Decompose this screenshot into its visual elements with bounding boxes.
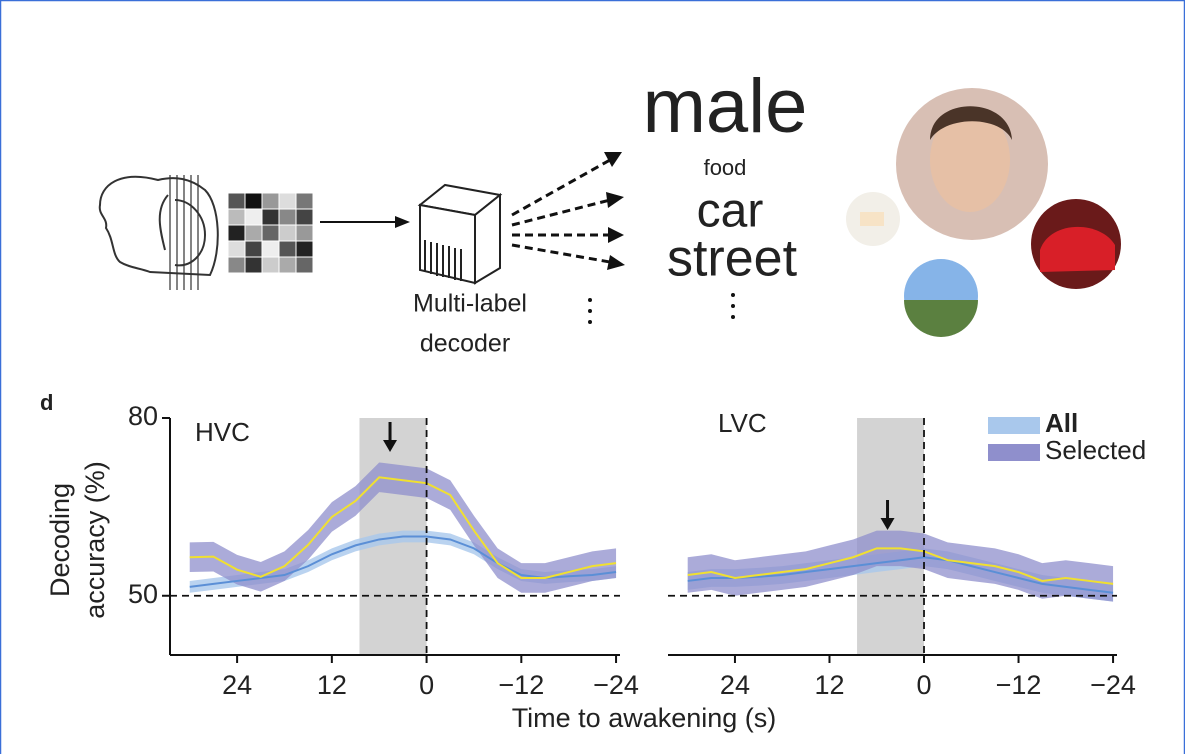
voxel-pattern bbox=[227, 192, 314, 274]
voxel bbox=[227, 224, 246, 242]
ellipsis bbox=[588, 293, 735, 324]
voxel bbox=[261, 256, 280, 274]
panel-label: d bbox=[40, 390, 53, 415]
voxel bbox=[244, 224, 263, 242]
x-tick-label: 0 bbox=[916, 670, 931, 700]
hair bbox=[930, 106, 1012, 140]
voxel bbox=[295, 240, 314, 258]
voxel bbox=[261, 224, 280, 242]
x-tick-label: 0 bbox=[419, 670, 434, 700]
voxel bbox=[227, 240, 246, 258]
voxel bbox=[261, 192, 280, 210]
voxel bbox=[244, 208, 263, 226]
legend-label: All bbox=[1045, 408, 1078, 438]
label-word: car bbox=[697, 185, 764, 238]
voxel bbox=[244, 256, 263, 274]
decoder-label: decoder bbox=[420, 330, 510, 358]
chart-title: LVC bbox=[718, 408, 767, 438]
voxel bbox=[295, 208, 314, 226]
voxel bbox=[278, 256, 297, 274]
y-axis-label: accuracy (%) bbox=[80, 461, 110, 619]
label-word: male bbox=[643, 64, 808, 149]
arrowhead bbox=[880, 518, 895, 530]
x-tick-label: −24 bbox=[1090, 670, 1136, 700]
error-band bbox=[189, 530, 617, 593]
legend-swatch bbox=[988, 444, 1040, 461]
chart-title: HVC bbox=[195, 417, 250, 447]
voxel bbox=[261, 240, 280, 258]
arrowhead bbox=[383, 440, 398, 452]
dashed-arrows bbox=[511, 158, 611, 264]
voxel bbox=[261, 208, 280, 226]
voxel bbox=[278, 240, 297, 258]
voxel bbox=[278, 208, 297, 226]
decoder-label: Multi-label bbox=[413, 290, 527, 318]
voxel bbox=[295, 256, 314, 274]
voxel bbox=[278, 224, 297, 242]
arrowhead bbox=[395, 216, 410, 228]
y-axis-label: Decoding bbox=[45, 483, 75, 597]
legend-label: Selected bbox=[1045, 435, 1146, 465]
voxel bbox=[244, 240, 263, 258]
x-tick-label: 24 bbox=[222, 670, 252, 700]
arrowheads bbox=[604, 152, 625, 270]
grass bbox=[904, 300, 978, 337]
x-tick-label: 24 bbox=[720, 670, 750, 700]
x-tick-label: −24 bbox=[593, 670, 639, 700]
label-word: food bbox=[704, 155, 747, 180]
voxel bbox=[295, 192, 314, 210]
x-axis-label: Time to awakening (s) bbox=[512, 703, 777, 733]
voxel bbox=[227, 192, 246, 210]
error-band bbox=[189, 462, 617, 593]
voxel bbox=[244, 192, 263, 210]
legend-swatch bbox=[988, 417, 1040, 434]
face bbox=[930, 108, 1010, 212]
x-tick-label: 12 bbox=[317, 670, 347, 700]
x-tick-label: −12 bbox=[996, 670, 1042, 700]
car bbox=[1040, 226, 1115, 272]
mean-line bbox=[189, 476, 617, 579]
mean-line bbox=[687, 556, 1114, 594]
y-tick-label: 50 bbox=[128, 579, 158, 609]
mean-line bbox=[687, 547, 1114, 585]
voxel bbox=[227, 208, 246, 226]
x-tick-label: −12 bbox=[498, 670, 544, 700]
head-icon bbox=[98, 175, 219, 290]
voxel bbox=[295, 224, 314, 242]
y-tick-label: 80 bbox=[128, 401, 158, 431]
error-band bbox=[687, 530, 1114, 602]
x-tick-label: 12 bbox=[814, 670, 844, 700]
voxel bbox=[278, 192, 297, 210]
voxel bbox=[227, 256, 246, 274]
decoder-icon bbox=[417, 183, 503, 285]
cake bbox=[860, 212, 884, 226]
label-word: street bbox=[667, 230, 798, 288]
